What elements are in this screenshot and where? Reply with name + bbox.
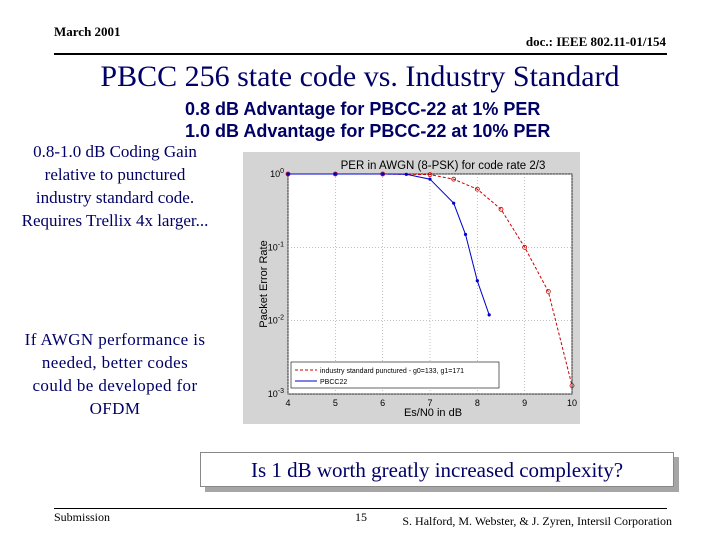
series-point-pbcc	[404, 172, 408, 176]
y-axis-ticks: 10-3 10-2 10-1 100	[268, 168, 284, 399]
legend-box	[290, 361, 500, 389]
y-axis-label: Packet Error Rate	[258, 240, 270, 327]
y-tick-label: 10-2	[268, 315, 284, 326]
series-point-industry	[522, 244, 528, 250]
awgn-note: If AWGN performance is needed, better co…	[24, 330, 206, 418]
per-chart: PER in AWGN (8-PSK) for code rate 2/3 10…	[243, 152, 580, 424]
legend-label-pbcc: PBCC22	[320, 379, 347, 386]
x-axis-ticks: 4 5 6 7 8 9 10	[285, 398, 577, 408]
x-axis-label: Es/N0 in dB	[404, 407, 462, 419]
series-point-industry	[569, 383, 575, 389]
series-point-industry	[545, 289, 551, 294]
x-tick-label: 5	[333, 398, 338, 408]
chart-title: PER in AWGN (8-PSK) for code rate 2/3	[341, 160, 546, 172]
series-point-industry	[427, 172, 433, 178]
series-point-pbcc	[333, 172, 337, 176]
y-tick-label: 10-3	[268, 388, 284, 399]
series-point-industry	[498, 206, 504, 212]
series-point-pbcc	[463, 232, 468, 237]
slide-title: PBCC 256 state code vs. Industry Standar…	[100, 60, 620, 93]
series-point-industry	[474, 186, 480, 192]
question-box: Is 1 dB worth greatly increased complexi…	[200, 452, 674, 487]
x-tick-label: 7	[427, 398, 432, 408]
series-point-pbcc	[381, 172, 385, 176]
y-tick-label: 100	[270, 168, 284, 179]
legend-label-industry: industry standard punctured - g0=133, g1…	[320, 368, 464, 375]
y-tick-label: 10-1	[268, 241, 284, 252]
x-tick-label: 6	[380, 398, 385, 408]
coding-gain-note: 0.8-1.0 dB Coding Gain relative to punct…	[21, 142, 209, 230]
x-tick-label: 9	[522, 398, 527, 408]
x-tick-label: 4	[285, 398, 290, 408]
per-chart-svg: PER in AWGN (8-PSK) for code rate 2/3 10…	[258, 160, 577, 419]
advantage-line-2: 1.0 dB Advantage for PBCC-22 at 10% PER	[185, 121, 551, 141]
footer-submission: Submission	[54, 510, 111, 524]
header-divider	[54, 53, 667, 55]
x-tick-label: 8	[475, 398, 480, 408]
series-point-pbcc	[452, 201, 456, 205]
series-point-pbcc	[428, 177, 432, 181]
footer-authors: S. Halford, M. Webster, & J. Zyren, Inte…	[402, 514, 672, 528]
x-tick-label: 10	[567, 398, 577, 408]
advantage-line-1: 0.8 dB Advantage for PBCC-22 at 1% PER	[185, 99, 541, 119]
series-point-pbcc	[286, 172, 290, 176]
chart-series	[285, 171, 575, 389]
footer-divider	[54, 508, 667, 509]
slide-date: March 2001	[54, 24, 121, 39]
page-number: 15	[355, 510, 367, 524]
chart-legend: industry standard punctured - g0=133, g1…	[290, 361, 500, 389]
series-point-pbcc	[487, 313, 491, 317]
series-point-industry	[451, 176, 457, 182]
document-id: doc.: IEEE 802.11-01/154	[525, 34, 666, 49]
series-point-pbcc	[475, 279, 479, 283]
chart-grid	[287, 173, 573, 395]
advantage-notes: 0.8 dB Advantage for PBCC-22 at 1% PER 1…	[185, 98, 550, 142]
